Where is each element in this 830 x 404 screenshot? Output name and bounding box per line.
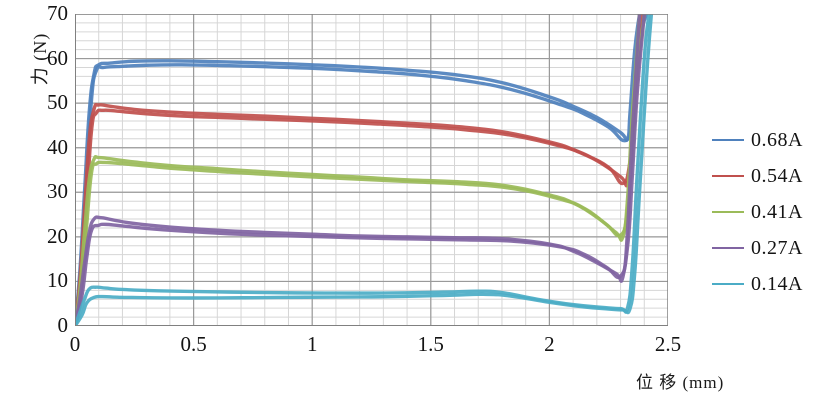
series-line-0_27A-trace-1	[75, 14, 642, 326]
plot-area	[75, 14, 668, 326]
legend-label: 0.41A	[751, 200, 803, 223]
legend-label: 0.14A	[751, 272, 803, 295]
legend-label: 0.54A	[751, 164, 803, 187]
series-0_54A	[75, 14, 646, 326]
y-tick-label: 60	[47, 45, 68, 70]
legend-item-0_27A[interactable]: 0.27A	[712, 230, 830, 266]
legend-item-0_54A[interactable]: 0.54A	[712, 158, 830, 194]
x-tick-label: 0	[69, 332, 81, 356]
x-axis-title: 位 移 (mm)	[636, 373, 725, 392]
series-line-0_54A-trace-2	[75, 14, 646, 326]
series-line-0_14A-trace-1	[75, 14, 651, 326]
series-group	[75, 14, 654, 326]
y-tick-label: 0	[57, 313, 69, 337]
series-line-0_68A-trace-2	[75, 14, 649, 326]
legend-item-0_41A[interactable]: 0.41A	[712, 194, 830, 230]
y-tick-label: 20	[47, 223, 68, 248]
legend-item-0_68A[interactable]: 0.68A	[712, 122, 830, 158]
x-axis-tick-labels: 0 0.5 1 1.5 2 2.5	[0, 334, 830, 364]
series-0_27A	[75, 14, 646, 326]
legend-label: 0.68A	[751, 128, 803, 151]
legend-swatch-line	[712, 283, 744, 285]
legend-label: 0.27A	[751, 236, 803, 259]
y-tick-label: 10	[47, 268, 68, 293]
series-line-0_14A-trace-2	[75, 14, 654, 326]
legend-swatch-line	[712, 211, 744, 213]
series-0_68A	[75, 14, 649, 326]
x-tick-label: 1.5	[417, 332, 444, 356]
x-tick-label: 1	[306, 332, 318, 356]
x-tick-label: 0.5	[180, 332, 207, 356]
x-tick-label: 2.5	[654, 332, 682, 356]
legend-item-0_14A[interactable]: 0.14A	[712, 266, 830, 302]
legend-swatch-line	[712, 247, 744, 249]
y-tick-label: 40	[47, 134, 68, 159]
series-line-0_41A-trace-1	[75, 14, 642, 326]
y-tick-label: 70	[47, 1, 68, 25]
plot-svg	[75, 14, 668, 326]
legend-swatch-line	[712, 139, 744, 141]
y-tick-label: 30	[47, 179, 68, 204]
series-0_14A	[75, 14, 654, 326]
legend-swatch-line	[712, 175, 744, 177]
series-line-0_54A-trace-1	[75, 14, 644, 326]
series-line-0_27A-trace-2	[75, 14, 646, 326]
y-axis-tick-labels: 0 10 20 30 40 50 60 70	[12, 0, 68, 404]
series-line-0_41A-trace-2	[75, 14, 646, 326]
y-tick-label: 50	[47, 90, 68, 115]
series-0_41A	[75, 14, 646, 326]
x-tick-label: 2	[544, 332, 555, 356]
legend: 0.68A 0.54A 0.41A 0.27A 0.14A	[712, 122, 830, 302]
